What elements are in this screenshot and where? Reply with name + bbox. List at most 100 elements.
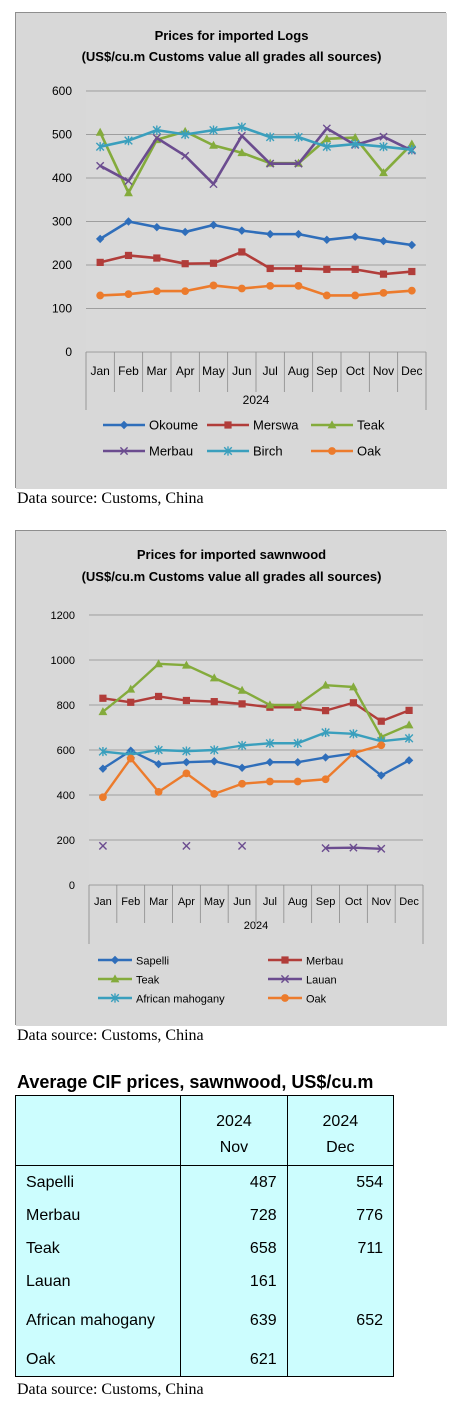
data-point <box>209 281 218 290</box>
data-point <box>321 844 330 853</box>
data-point <box>209 259 218 267</box>
data-point <box>154 745 163 755</box>
data-point <box>124 135 133 146</box>
legend-label: Okoume <box>149 418 198 433</box>
legend-item: Merbau <box>268 956 343 968</box>
data-point <box>180 227 190 237</box>
data-point <box>379 288 388 297</box>
data-point <box>379 236 388 246</box>
x-tick-label: Nov <box>373 364 394 378</box>
data-point <box>407 139 417 148</box>
x-tick-label: Jan <box>90 364 109 378</box>
data-point <box>152 125 162 135</box>
y-tick-label: 600 <box>57 745 75 757</box>
legend-label: Merbau <box>306 956 343 968</box>
legend-marker <box>328 447 336 455</box>
row-nov-value: 639 <box>180 1298 288 1343</box>
data-point <box>237 131 246 140</box>
x-tick-label: Nov <box>371 896 391 908</box>
table-data-source: Data source: Customs, China <box>17 1381 204 1398</box>
x-tick-label: Apr <box>176 364 195 378</box>
y-tick-label: 600 <box>52 84 72 98</box>
x-tick-label: Jun <box>232 364 251 378</box>
data-point <box>294 132 303 142</box>
legend-marker <box>110 974 120 983</box>
data-point <box>210 789 219 798</box>
table-row: Oak 621 <box>14 1343 395 1377</box>
legend-label: Oak <box>357 444 381 459</box>
sawnwood-data-source: Data source: Customs, China <box>17 1027 204 1044</box>
y-tick-label: 100 <box>52 302 72 316</box>
data-point <box>95 234 105 244</box>
data-point <box>126 754 135 763</box>
legend-item: Sapelli <box>98 956 169 968</box>
data-point <box>124 251 133 260</box>
data-point <box>407 286 416 295</box>
table-header-row: Nov Dec <box>14 1131 395 1166</box>
y-tick-label: 400 <box>52 171 72 185</box>
data-point <box>124 188 133 197</box>
data-point <box>408 267 416 276</box>
chart-subtitle: (US$/cu.m Customs value all grades all s… <box>82 49 382 64</box>
data-point <box>152 133 161 143</box>
data-point <box>293 738 303 748</box>
data-point <box>266 159 275 168</box>
x-tick-label: May <box>204 896 225 908</box>
data-point <box>209 125 218 135</box>
series-african-mahogany <box>98 727 414 760</box>
data-point <box>404 733 414 743</box>
table-row: Sapelli 487 554 <box>14 1165 395 1199</box>
legend-item: Teak <box>98 974 160 987</box>
row-nov-value: 621 <box>180 1343 288 1377</box>
data-point <box>237 284 246 293</box>
legend-label: Merbau <box>149 444 193 459</box>
legend-marker <box>281 994 289 1002</box>
data-point <box>294 281 303 290</box>
legend-label: Teak <box>136 975 160 987</box>
header-year-nov: 2024 <box>180 1095 288 1131</box>
data-point <box>95 142 105 152</box>
data-point <box>265 738 275 748</box>
x-tick-label: Jul <box>263 896 277 908</box>
y-tick-label: 800 <box>57 700 75 712</box>
data-point <box>323 265 331 273</box>
legend-label: Oak <box>306 994 327 1006</box>
y-tick-label: 1000 <box>51 655 75 667</box>
data-point <box>349 749 358 758</box>
x-axis-label: 2024 <box>244 920 268 932</box>
data-point <box>98 841 108 850</box>
legend-item: Lauan <box>268 975 337 987</box>
data-point <box>96 258 104 266</box>
legend-label: Merswa <box>253 418 299 433</box>
data-point <box>349 699 358 707</box>
data-point <box>124 176 133 186</box>
legend-item: African mahogany <box>98 993 225 1006</box>
header-month-dec: Dec <box>286 1131 395 1166</box>
series-teak <box>98 659 414 741</box>
series-line <box>99 250 412 276</box>
data-point <box>182 660 191 669</box>
x-tick-label: Jan <box>94 896 112 908</box>
row-label: Sapelli <box>14 1165 182 1199</box>
data-point <box>349 729 358 739</box>
table-row: African mahogany 639 652 <box>14 1298 395 1343</box>
row-label: African mahogany <box>14 1298 182 1343</box>
data-point <box>379 132 388 141</box>
data-point <box>124 290 133 299</box>
y-tick-label: 0 <box>69 880 75 892</box>
data-point <box>377 844 386 853</box>
data-point <box>180 129 190 140</box>
series-lauan <box>98 841 386 853</box>
x-tick-label: Mar <box>146 364 167 378</box>
row-label: Teak <box>14 1232 182 1265</box>
data-point <box>293 777 302 786</box>
data-point <box>237 226 247 235</box>
y-tick-label: 400 <box>57 790 75 802</box>
series-line <box>102 695 410 723</box>
data-point <box>98 707 108 716</box>
row-nov-value: 487 <box>180 1165 288 1199</box>
x-tick-label: Mar <box>149 896 168 908</box>
data-point <box>96 161 105 170</box>
x-tick-label: Dec <box>401 364 422 378</box>
data-point <box>238 779 246 788</box>
